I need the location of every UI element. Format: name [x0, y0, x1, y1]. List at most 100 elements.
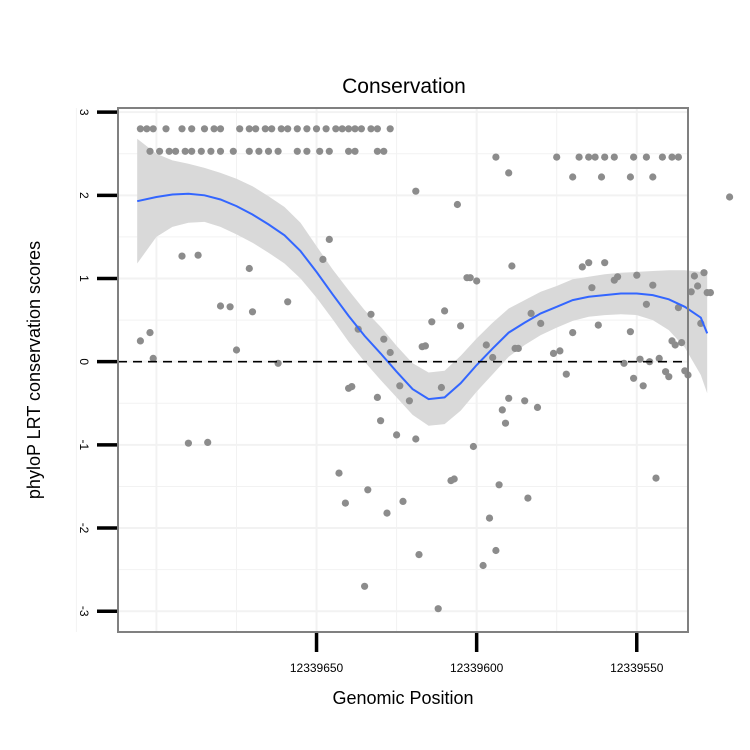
data-point	[505, 394, 513, 402]
data-point	[655, 354, 663, 362]
data-point	[200, 125, 209, 133]
data-point	[204, 438, 212, 446]
data-point	[450, 475, 458, 483]
data-point	[533, 403, 542, 411]
data-point	[181, 147, 189, 155]
data-point	[146, 147, 154, 155]
data-point	[268, 125, 276, 133]
y-axis: -3 -2 -1 0 1 2 3	[77, 109, 117, 617]
data-point	[674, 153, 683, 161]
data-point	[412, 187, 420, 195]
y-tick-label: -1	[77, 440, 91, 451]
data-point	[293, 125, 301, 133]
data-point	[690, 272, 699, 280]
data-point	[469, 442, 477, 451]
data-point	[524, 494, 532, 502]
data-point	[194, 251, 202, 259]
data-point	[434, 605, 442, 613]
data-point	[338, 125, 346, 133]
data-point	[322, 125, 330, 133]
data-point	[245, 125, 253, 133]
y-axis-title: phyloP LRT conservation scores	[24, 241, 44, 499]
smooth-line	[136, 192, 709, 401]
data-point	[293, 147, 301, 155]
data-point	[626, 328, 635, 336]
data-point	[601, 153, 609, 161]
x-tick-label: 12339600	[450, 661, 504, 675]
data-point	[303, 147, 311, 155]
data-point	[649, 281, 657, 289]
data-point	[261, 125, 269, 133]
data-point	[508, 262, 516, 270]
data-point	[197, 147, 205, 155]
data-point	[149, 354, 157, 362]
data-point	[527, 309, 535, 317]
chart-title: Conservation	[342, 75, 466, 98]
y-tick-label: 3	[77, 109, 91, 116]
y-tick-label: 2	[77, 192, 91, 199]
data-point	[601, 259, 609, 267]
data-point	[421, 342, 429, 350]
data-point	[316, 147, 324, 155]
data-point	[639, 382, 647, 390]
data-point	[380, 147, 388, 155]
data-point	[678, 339, 686, 347]
data-point	[479, 561, 487, 570]
data-point	[335, 469, 343, 477]
data-point	[649, 173, 657, 181]
data-point	[229, 147, 237, 155]
data-point	[380, 335, 388, 343]
data-point	[188, 147, 196, 155]
x-tick-label: 12339650	[290, 661, 344, 675]
y-tick-label: -3	[77, 606, 91, 617]
data-point	[332, 125, 340, 133]
data-point	[485, 514, 494, 522]
data-point	[284, 125, 292, 133]
data-point	[588, 284, 596, 292]
data-point	[156, 147, 164, 155]
data-point	[367, 125, 375, 133]
data-point	[345, 147, 353, 155]
data-point	[687, 288, 695, 296]
data-point	[521, 397, 529, 405]
data-point	[172, 147, 180, 155]
y-tick-label: 1	[77, 275, 91, 282]
data-point	[248, 308, 257, 316]
data-point	[319, 255, 327, 263]
data-point	[325, 147, 333, 155]
data-point	[482, 341, 490, 349]
data-point	[466, 274, 474, 282]
data-point	[706, 289, 715, 297]
data-point	[620, 359, 628, 367]
data-point	[630, 374, 638, 382]
data-point	[597, 173, 606, 181]
data-point	[274, 359, 282, 367]
data-point	[585, 259, 593, 267]
data-point	[614, 273, 622, 281]
data-point	[351, 147, 359, 155]
data-point	[216, 147, 225, 155]
data-point	[594, 321, 602, 329]
data-point	[642, 300, 651, 308]
x-axis-title: Genomic Position	[332, 688, 473, 708]
data-point	[514, 344, 522, 352]
data-point	[569, 329, 577, 337]
data-point	[188, 125, 196, 133]
data-point	[146, 329, 154, 337]
data-point	[412, 435, 420, 443]
scatter-points	[136, 125, 734, 613]
data-point	[236, 125, 244, 133]
data-point	[578, 263, 586, 271]
data-point	[367, 310, 375, 318]
data-point	[498, 406, 506, 414]
confidence-ribbon	[137, 138, 708, 426]
data-point	[351, 125, 359, 133]
data-point	[437, 383, 445, 392]
data-point	[245, 147, 253, 155]
data-point	[492, 153, 500, 161]
data-point	[674, 304, 683, 312]
data-point	[473, 277, 481, 285]
data-point	[700, 269, 708, 277]
data-point	[284, 298, 292, 306]
